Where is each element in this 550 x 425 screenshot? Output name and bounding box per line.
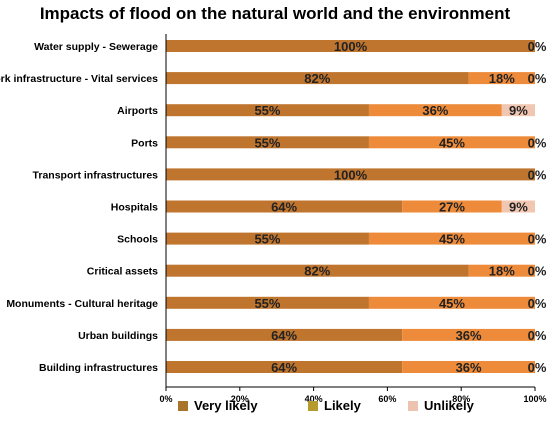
bar-segment-likely — [368, 136, 535, 149]
x-tick-label: 60% — [378, 394, 396, 404]
category-label: Ports — [131, 137, 158, 149]
bar-segment-very-likely — [166, 200, 403, 213]
data-label: 0% — [528, 296, 547, 311]
bar-segment-likely — [368, 232, 535, 245]
data-label: 55% — [254, 103, 280, 118]
bar-segment-very-likely — [166, 168, 535, 181]
bar-segment-very-likely — [166, 40, 535, 52]
x-tick-label: 100% — [523, 394, 546, 404]
data-label: 0% — [528, 360, 547, 375]
category-label: Urban buildings — [78, 330, 158, 342]
data-label: 9% — [509, 200, 528, 215]
bar-segment-very-likely — [166, 361, 403, 373]
data-label: 82% — [304, 264, 330, 279]
data-label: 36% — [456, 328, 482, 343]
bar-segment-unlikely — [501, 104, 535, 117]
category-label: Airports — [117, 105, 158, 117]
data-label: 0% — [528, 264, 547, 279]
x-tick-label: 0% — [159, 394, 172, 404]
bar-segment-very-likely — [166, 328, 403, 341]
category-label: Network infrastructure - Vital services — [0, 73, 158, 85]
x-tick-label: 40% — [305, 394, 323, 404]
data-label: 9% — [509, 103, 528, 118]
data-label: 27% — [439, 200, 465, 215]
category-label: Critical assets — [87, 266, 158, 278]
bar-segment-likely — [402, 361, 535, 373]
bar-segment-very-likely — [166, 72, 469, 85]
bar-segment-likely — [402, 328, 535, 341]
data-label: 0% — [528, 135, 547, 150]
bar-segment-unlikely — [501, 200, 535, 213]
chart-title: Impacts of flood on the natural world an… — [39, 4, 511, 23]
bar-segment-very-likely — [166, 104, 369, 117]
bar-segment-likely — [402, 200, 502, 213]
data-label: 36% — [422, 103, 448, 118]
bar-segment-likely — [368, 296, 535, 309]
data-label: 18% — [489, 71, 515, 86]
data-label: 45% — [439, 232, 465, 247]
data-label: 100% — [334, 167, 368, 182]
x-tick-label: 20% — [231, 394, 249, 404]
legend-label: Very likely — [194, 398, 258, 413]
data-label: 0% — [528, 39, 547, 54]
x-tick-label: 80% — [452, 394, 470, 404]
category-label: Schools — [117, 234, 158, 246]
bar-segment-likely — [468, 264, 535, 277]
data-label: 55% — [254, 232, 280, 247]
data-label: 0% — [528, 71, 547, 86]
bar-segment-likely — [468, 72, 535, 85]
data-label: 0% — [528, 328, 547, 343]
data-label: 45% — [439, 296, 465, 311]
data-label: 64% — [271, 328, 297, 343]
data-label: 18% — [489, 264, 515, 279]
data-label: 64% — [271, 200, 297, 215]
category-label: Transport infrastructures — [33, 169, 159, 181]
data-label: 82% — [304, 71, 330, 86]
bar-segment-very-likely — [166, 136, 369, 149]
data-label: 55% — [254, 135, 280, 150]
legend-label: Likely — [324, 398, 362, 413]
data-label: 36% — [456, 360, 482, 375]
bar-segment-likely — [368, 104, 502, 117]
category-label: Hospitals — [111, 202, 158, 214]
data-label: 55% — [254, 296, 280, 311]
bar-segment-very-likely — [166, 232, 369, 245]
category-label: Building infrastructures — [39, 362, 158, 374]
category-label: Monuments - Cultural heritage — [6, 298, 158, 310]
legend-swatch — [178, 401, 188, 411]
legend-label: Unlikely — [424, 398, 475, 413]
data-label: 0% — [528, 167, 547, 182]
legend-swatch — [408, 401, 418, 411]
legend-swatch — [308, 401, 318, 411]
data-label: 100% — [334, 39, 368, 54]
bar-segment-very-likely — [166, 264, 469, 277]
category-label: Water supply - Sewerage — [34, 41, 158, 53]
data-label: 45% — [439, 135, 465, 150]
bar-segment-very-likely — [166, 296, 369, 309]
data-label: 64% — [271, 360, 297, 375]
data-label: 0% — [528, 232, 547, 247]
